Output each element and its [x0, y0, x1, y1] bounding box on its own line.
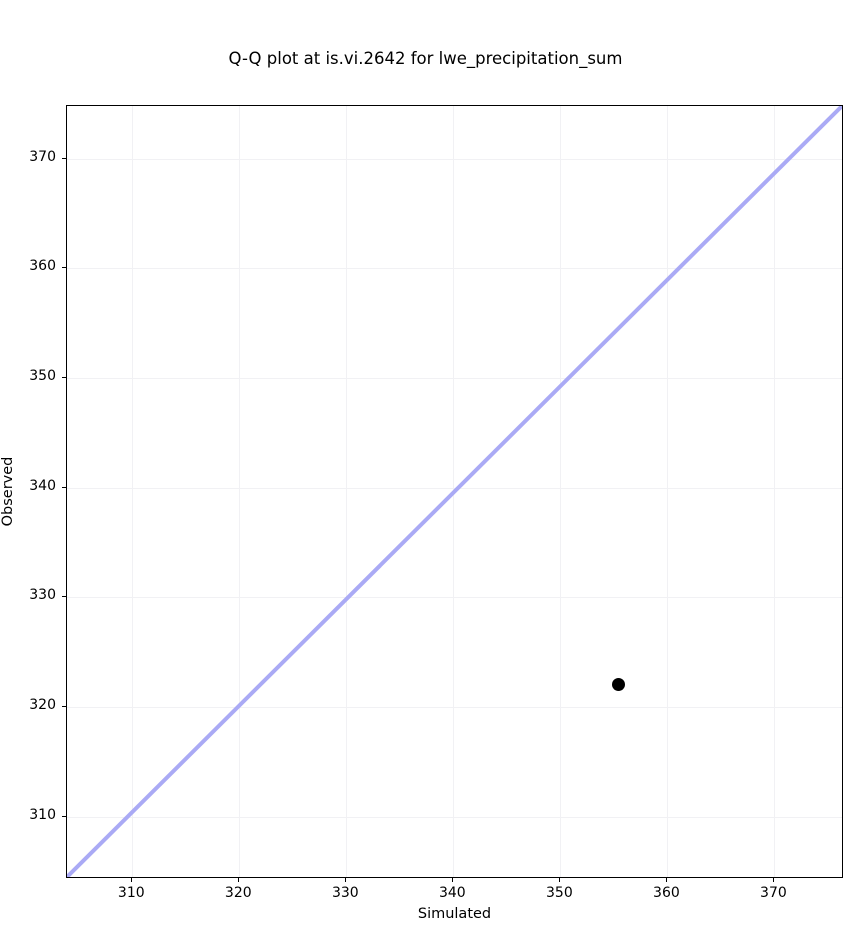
- y-tick: [62, 157, 66, 159]
- y-tick-label: 370: [29, 148, 56, 165]
- x-axis-label: Simulated: [417, 906, 492, 922]
- x-tick: [773, 878, 775, 882]
- y-tick-label: 360: [29, 258, 56, 275]
- y-tick: [62, 596, 66, 598]
- y-tick-label: 350: [29, 367, 56, 384]
- y-tick: [62, 267, 66, 269]
- y-tick: [62, 486, 66, 488]
- x-tick-label: 340: [438, 885, 466, 901]
- y-tick: [62, 815, 66, 817]
- x-tick-label: 330: [331, 885, 359, 901]
- scatter-points: [67, 106, 842, 877]
- y-axis-label: Observed: [0, 456, 16, 527]
- x-tick-label: 320: [224, 885, 252, 901]
- y-tick-label: 340: [29, 477, 56, 494]
- y-tick-label: 320: [29, 696, 56, 713]
- x-tick: [559, 878, 561, 882]
- x-tick: [345, 878, 347, 882]
- y-tick: [62, 705, 66, 707]
- x-tick-label: 370: [760, 885, 787, 901]
- chart-title-line-1: Q-Q plot at is.vi.2642 for lwe_precipita…: [228, 49, 623, 68]
- y-tick: [62, 376, 66, 378]
- x-tick: [666, 878, 668, 882]
- y-tick-label: 310: [29, 806, 56, 823]
- x-tick: [238, 878, 240, 882]
- data-point: [611, 678, 625, 692]
- x-tick-label: 310: [117, 885, 145, 901]
- x-tick-label: 360: [653, 885, 680, 901]
- plot-area: [66, 105, 843, 878]
- x-tick: [131, 878, 133, 882]
- x-tick-label: 350: [546, 885, 573, 901]
- y-tick-label: 330: [29, 587, 56, 604]
- x-tick: [452, 878, 454, 882]
